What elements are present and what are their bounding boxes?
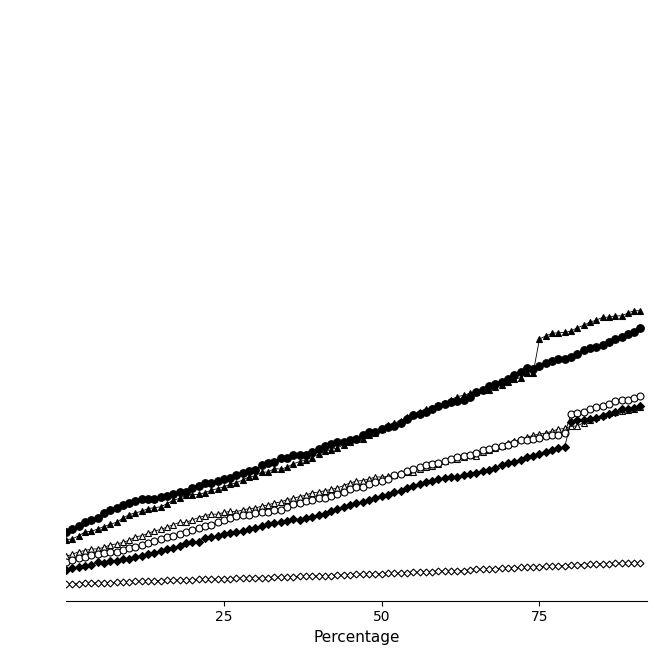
X-axis label: Percentage: Percentage [313, 630, 400, 645]
